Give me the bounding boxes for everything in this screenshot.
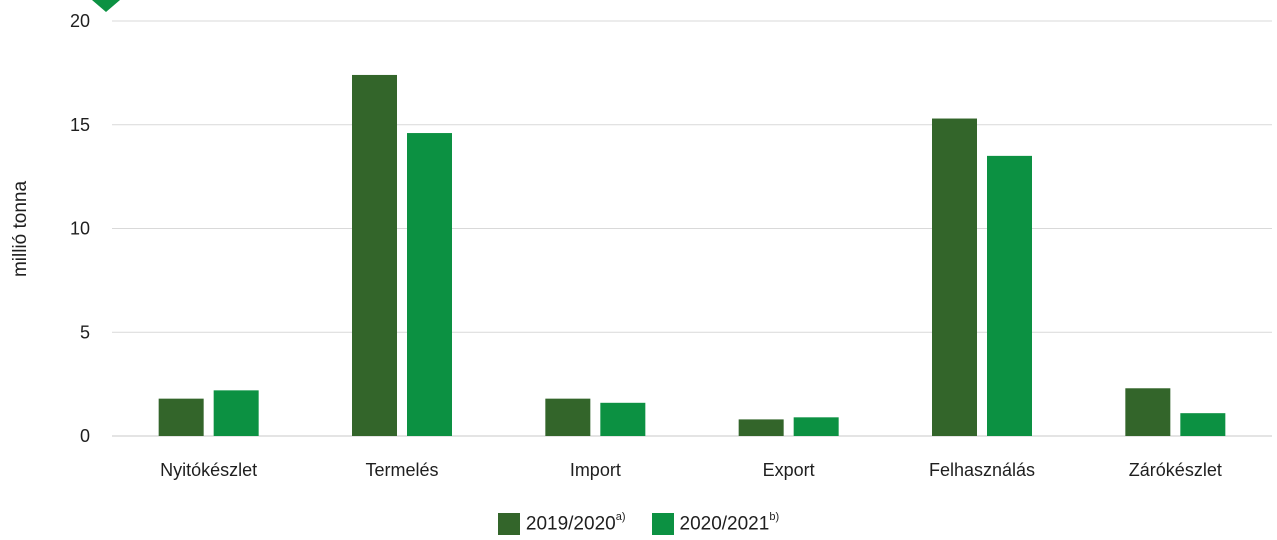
x-tick-label: Felhasználás <box>929 460 1035 480</box>
legend-label-series-1: 2019/2020a) <box>525 510 626 535</box>
x-tick-label: Import <box>570 460 621 480</box>
legend-footnote-series-2: b) <box>769 510 780 523</box>
y-axis-title: millió tonna <box>10 181 31 278</box>
legend-footnote-series-1: a) <box>615 510 626 523</box>
y-tick-label: 15 <box>70 115 90 135</box>
bars <box>158 74 1226 437</box>
legend: 2019/2020a) 2020/2021b) <box>0 510 1277 538</box>
bar-Zárókészlet-series-2 <box>1180 413 1226 436</box>
bar-chart: 0 5 10 15 20 Nyitókészlet Termelés Import Expor… <box>10 11 1272 480</box>
x-tick-label: Zárókészlet <box>1129 460 1222 480</box>
x-axis-ticks: Nyitókészlet Termelés Import Export Felhaszn… <box>160 460 1222 480</box>
y-tick-label: 0 <box>80 426 90 446</box>
x-tick-label: Export <box>763 460 815 480</box>
bar-Export-series-1 <box>738 419 784 436</box>
legend-label-series-2: 2020/2021b) <box>679 510 780 535</box>
x-tick-label: Nyitókészlet <box>160 460 257 480</box>
bar-Felhasználás-series-2 <box>987 155 1032 436</box>
bar-Termelés-series-1 <box>352 74 397 436</box>
y-tick-label: 10 <box>70 219 90 239</box>
bar-Import-series-2 <box>600 402 646 436</box>
x-tick-label: Termelés <box>365 460 438 480</box>
logo-accent-corner <box>92 0 122 14</box>
legend-item-series-2: 2020/2021b) <box>651 510 780 535</box>
bar-Zárókészlet-series-1 <box>1125 388 1171 436</box>
bar-Nyitókészlet-series-2 <box>213 390 259 436</box>
y-tick-label: 20 <box>70 11 90 31</box>
bar-Export-series-2 <box>793 417 839 436</box>
bar-Felhasználás-series-1 <box>932 118 977 437</box>
y-axis-ticks: 0 5 10 15 20 <box>70 11 90 446</box>
gridlines <box>112 20 1272 437</box>
y-tick-label: 5 <box>80 322 90 342</box>
bar-Nyitókészlet-series-1 <box>158 398 204 436</box>
legend-item-series-1: 2019/2020a) <box>497 510 626 535</box>
legend-swatch-series-2 <box>651 512 674 535</box>
bar-Import-series-1 <box>545 398 591 436</box>
legend-swatch-series-1 <box>497 512 520 535</box>
bar-Termelés-series-2 <box>407 133 452 437</box>
